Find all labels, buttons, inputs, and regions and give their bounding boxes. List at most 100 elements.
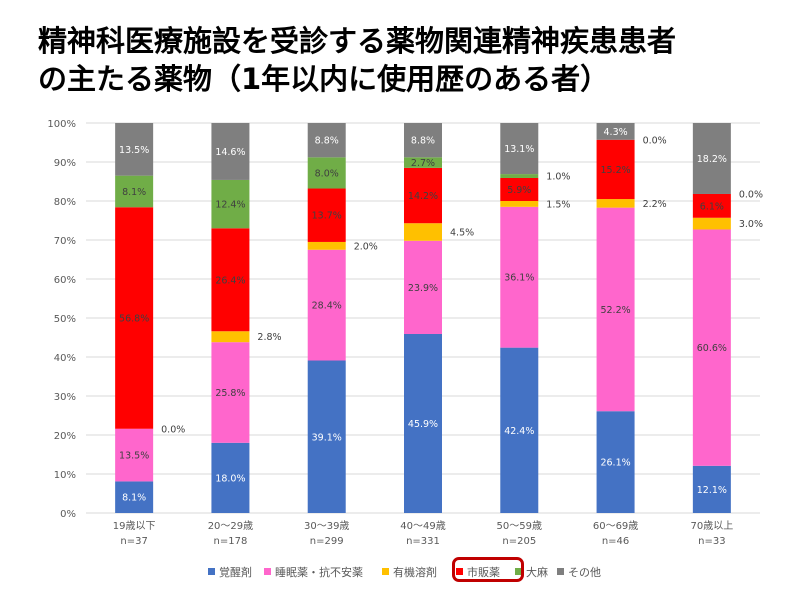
data-label: 45.9% (408, 419, 438, 430)
legend-highlight-box (452, 557, 524, 582)
bar-segment (307, 123, 346, 158)
y-tick-label: 10% (54, 470, 76, 481)
bar-segment (211, 123, 250, 180)
data-label-outside: 0.0% (161, 424, 185, 435)
data-label-outside: 2.8% (257, 332, 281, 343)
data-label-outside: 4.5% (450, 228, 474, 239)
data-label: 42.4% (504, 426, 534, 437)
bar-segment (404, 167, 442, 224)
data-label: 8.8% (315, 136, 339, 147)
bar-segment (692, 465, 731, 513)
data-label: 4.3% (604, 127, 628, 138)
data-label: 25.8% (215, 388, 245, 399)
data-label: 13.5% (119, 451, 149, 462)
data-label-outside: 1.5% (546, 199, 570, 210)
bar-segment (500, 174, 539, 178)
legend-swatch (382, 568, 389, 575)
bar-segment (692, 123, 731, 194)
data-label-outside: 1.0% (546, 172, 570, 183)
data-label-outside: 0.0% (739, 189, 763, 200)
y-tick-label: 60% (54, 275, 76, 286)
data-label: 5.9% (507, 185, 531, 196)
data-label: 6.1% (700, 201, 724, 212)
data-label: 18.0% (215, 473, 245, 484)
bar-segment (692, 229, 731, 466)
bar-segment (500, 347, 539, 513)
bar-segment (404, 240, 442, 334)
data-label: 15.2% (600, 165, 630, 176)
bar-segment (115, 123, 154, 176)
x-category-label: 70歳以上 (690, 520, 733, 532)
bar-segment (596, 199, 635, 208)
data-label: 14.6% (215, 147, 245, 158)
y-tick-label: 90% (54, 158, 76, 169)
legend-label: 市販薬 (467, 566, 500, 579)
x-category-label: 60～69歳 (593, 520, 638, 532)
data-label: 26.4% (215, 275, 245, 286)
data-label: 28.4% (312, 301, 342, 312)
bar-segment (692, 217, 731, 230)
data-label: 8.8% (411, 136, 435, 147)
x-sample-size-label: n=205 (502, 536, 536, 547)
x-sample-size-label: n=33 (698, 536, 725, 547)
bar-segment (307, 360, 346, 513)
data-label: 52.2% (600, 305, 630, 316)
x-sample-size-label: n=178 (214, 536, 248, 547)
legend-swatch (557, 568, 564, 575)
chart-title: 精神科医療施設を受診する薬物関連精神疾患患者 の主たる薬物（1年以内に使用歴のあ… (38, 22, 778, 98)
y-tick-label: 70% (54, 236, 76, 247)
data-label-outside: 2.0% (354, 241, 378, 252)
legend-item: その他 (557, 564, 601, 580)
data-label-outside: 3.0% (739, 219, 763, 230)
legend-item: 覚醒剤 (208, 564, 252, 580)
bar-segment (211, 179, 250, 229)
legend-swatch (515, 568, 522, 575)
y-tick-label: 100% (47, 119, 76, 130)
legend-label: 大麻 (526, 566, 548, 579)
data-label: 8.1% (122, 493, 146, 504)
bar-segment (404, 223, 442, 241)
bar-segment (307, 249, 346, 361)
data-label-outside: 0.0% (643, 135, 667, 146)
data-label: 23.9% (408, 283, 438, 294)
data-label: 18.2% (697, 154, 727, 165)
bar-segment (211, 228, 250, 332)
y-tick-label: 80% (54, 197, 76, 208)
y-tick-label: 0% (60, 509, 76, 520)
data-label: 13.5% (119, 145, 149, 156)
bar-segment (307, 157, 346, 189)
chart-title-line1: 精神科医療施設を受診する薬物関連精神疾患患者 (38, 24, 677, 58)
bar-segment (500, 177, 539, 201)
data-label: 56.8% (119, 314, 149, 325)
bar-segment (404, 123, 442, 158)
bar-segment (211, 342, 250, 443)
bar-segment (211, 331, 250, 343)
data-label: 39.1% (312, 432, 342, 443)
x-sample-size-label: n=331 (406, 536, 440, 547)
bar-segment (500, 123, 539, 175)
bar-segment (500, 206, 539, 348)
bar-segment (115, 207, 154, 429)
bar-segment (500, 201, 539, 207)
data-label: 36.1% (504, 273, 534, 284)
y-tick-label: 50% (54, 314, 76, 325)
y-tick-label: 20% (54, 431, 76, 442)
x-category-label: 20～29歳 (208, 520, 253, 532)
legend-swatch (456, 568, 463, 575)
data-label: 26.1% (600, 458, 630, 469)
legend-label: 覚醒剤 (219, 566, 252, 579)
legend-item: 市販薬 (456, 564, 500, 580)
data-label: 12.4% (215, 200, 245, 211)
bar-segment (404, 333, 442, 513)
data-label: 2.7% (411, 158, 435, 169)
data-label: 14.2% (408, 191, 438, 202)
data-label: 8.1% (122, 187, 146, 198)
legend-label: その他 (568, 566, 601, 579)
bar-segment (115, 481, 154, 513)
y-tick-label: 40% (54, 353, 76, 364)
legend-swatch (208, 568, 215, 575)
bar-segment (596, 139, 635, 200)
legend-item: 睡眠薬・抗不安薬 (264, 564, 363, 580)
legend-label: 睡眠薬・抗不安薬 (275, 566, 363, 579)
